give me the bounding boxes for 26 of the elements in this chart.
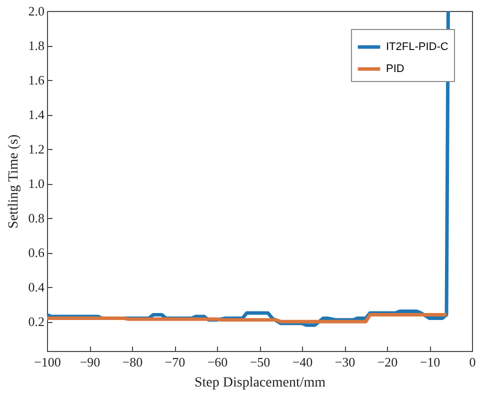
- x-tick-label: 0: [469, 354, 476, 370]
- y-tick-label: 1.2: [28, 142, 44, 157]
- y-tick-label: 0.4: [28, 280, 45, 295]
- legend-label: PID: [386, 63, 404, 75]
- legend-label: IT2FL-PID-C: [386, 41, 448, 53]
- x-tick-label: −40: [292, 354, 313, 370]
- x-tick-label: −80: [122, 354, 143, 370]
- x-tick-label: −30: [334, 354, 356, 370]
- y-tick-label: 1.6: [28, 72, 45, 88]
- y-tick-label: 1.8: [28, 38, 44, 54]
- x-tick-label: −20: [377, 354, 398, 370]
- y-tick-label: 1.0: [28, 176, 44, 192]
- y-tick-label: 0.8: [28, 210, 44, 226]
- x-tick-label: −100: [34, 354, 61, 370]
- y-tick-label: 0.2: [28, 314, 44, 330]
- x-tick-label: −10: [420, 354, 440, 370]
- x-tick-label: −90: [80, 354, 100, 370]
- y-tick-label: 1.4: [28, 107, 45, 122]
- line-series: [47, 313, 448, 324]
- x-tick-label: −50: [250, 354, 270, 370]
- y-axis-title: Settling Time (s): [6, 134, 22, 229]
- x-axis-title: Step Displacement/mm: [194, 376, 326, 390]
- y-tick-label: 0.6: [28, 245, 45, 260]
- y-tick-label: 2.0: [28, 4, 44, 18]
- x-tick-label: −60: [207, 354, 228, 370]
- x-tick-label: −70: [164, 354, 186, 370]
